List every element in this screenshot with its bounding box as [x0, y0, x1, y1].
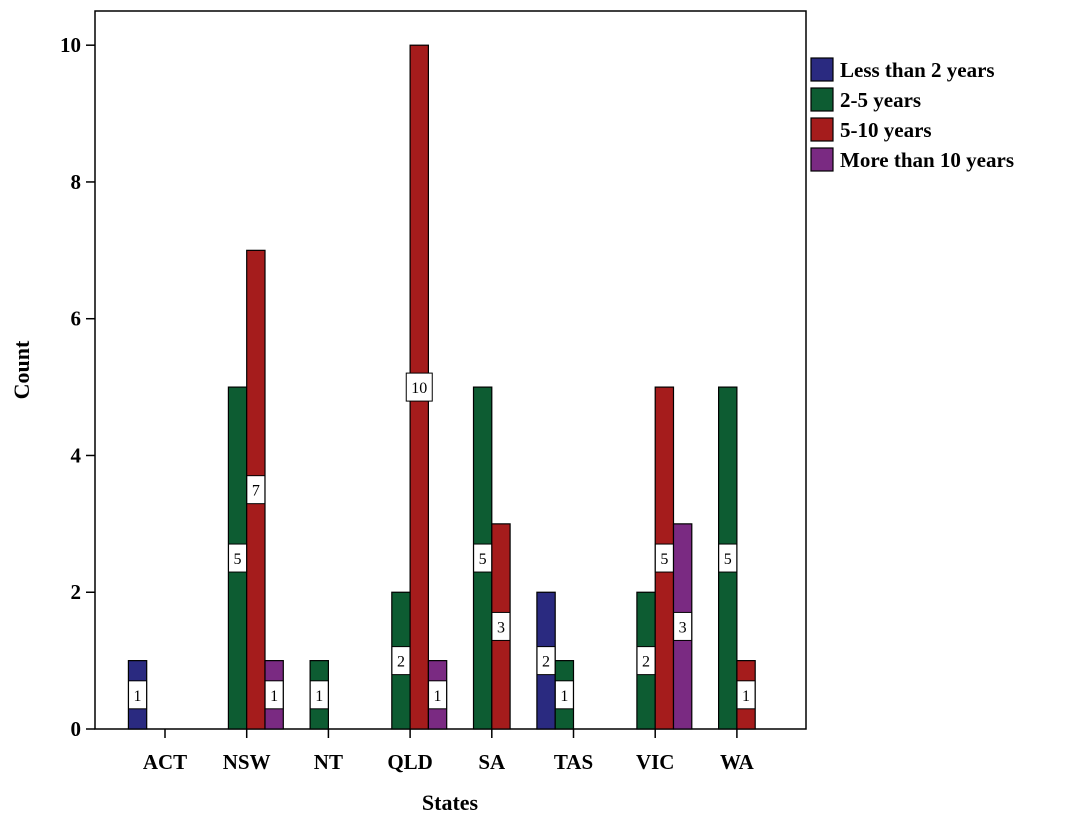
x-tick-label: ACT: [143, 750, 187, 774]
data-label: 5: [724, 551, 732, 568]
data-label-box: [673, 611, 693, 641]
legend-swatch: [810, 147, 834, 172]
data-label-box: [554, 680, 574, 710]
data-label-box: [264, 680, 284, 710]
legend-label: 2-5 years: [840, 88, 921, 112]
bars: [127, 44, 756, 730]
data-label: 1: [434, 688, 442, 705]
data-label: 7: [252, 483, 260, 500]
data-label: 10: [411, 380, 427, 397]
y-tick-label: 0: [71, 717, 82, 741]
legend-label: More than 10 years: [840, 148, 1014, 172]
legend-swatch: [810, 117, 834, 142]
data-label-box: [246, 475, 266, 505]
data-label: 1: [560, 688, 568, 705]
data-label-box: [718, 543, 738, 573]
data-label-box: [736, 680, 756, 710]
x-tick-label: NSW: [223, 750, 271, 774]
data-label: 5: [234, 551, 242, 568]
legend-swatch: [810, 57, 834, 82]
x-tick-label: WA: [720, 750, 755, 774]
x-tick-label: TAS: [554, 750, 593, 774]
data-label-box: [309, 680, 329, 710]
x-axis: ACT NSW NT QLD SA TAS VIC WA: [143, 729, 755, 774]
data-label-box: [391, 646, 411, 676]
data-label: 1: [270, 688, 278, 705]
y-tick-label: 6: [71, 307, 82, 331]
legend-swatch: [810, 87, 834, 112]
legend-label: Less than 2 years: [840, 58, 995, 82]
x-tick-label: SA: [478, 750, 506, 774]
data-label-box: [473, 543, 493, 573]
plot-frame: [94, 10, 807, 730]
y-axis: 0 2 4 6 8 10: [60, 33, 95, 741]
data-label-box: [636, 646, 656, 676]
x-axis-title: States: [422, 790, 479, 814]
y-tick-label: 10: [60, 33, 81, 57]
legend: Less than 2 years 2-5 years 5-10 years More…: [810, 57, 1014, 172]
x-tick-label: NT: [314, 750, 343, 774]
data-label: 1: [134, 688, 142, 705]
data-label: 3: [679, 619, 687, 636]
data-label-box: [428, 680, 448, 710]
x-tick-label: VIC: [636, 750, 675, 774]
data-label-box: [128, 680, 148, 710]
data-label: 2: [542, 654, 550, 671]
y-tick-label: 2: [71, 580, 82, 604]
data-label: 1: [315, 688, 323, 705]
y-tick-label: 4: [71, 443, 82, 467]
plot-area: [94, 10, 807, 730]
data-label-box: [405, 372, 433, 402]
data-label-box: [491, 611, 511, 641]
data-label: 1: [742, 688, 750, 705]
data-label: 5: [479, 551, 487, 568]
y-tick-label: 8: [71, 170, 82, 194]
y-axis-title: Count: [9, 340, 34, 399]
x-tick-label: QLD: [387, 750, 433, 774]
data-label: 3: [497, 619, 505, 636]
data-label-box: [536, 646, 556, 676]
data-label: 2: [642, 654, 650, 671]
legend-label: 5-10 years: [840, 118, 932, 142]
data-label: 5: [660, 551, 668, 568]
data-label-box: [654, 543, 674, 573]
data-label: 2: [397, 654, 405, 671]
data-label-box: [228, 543, 248, 573]
